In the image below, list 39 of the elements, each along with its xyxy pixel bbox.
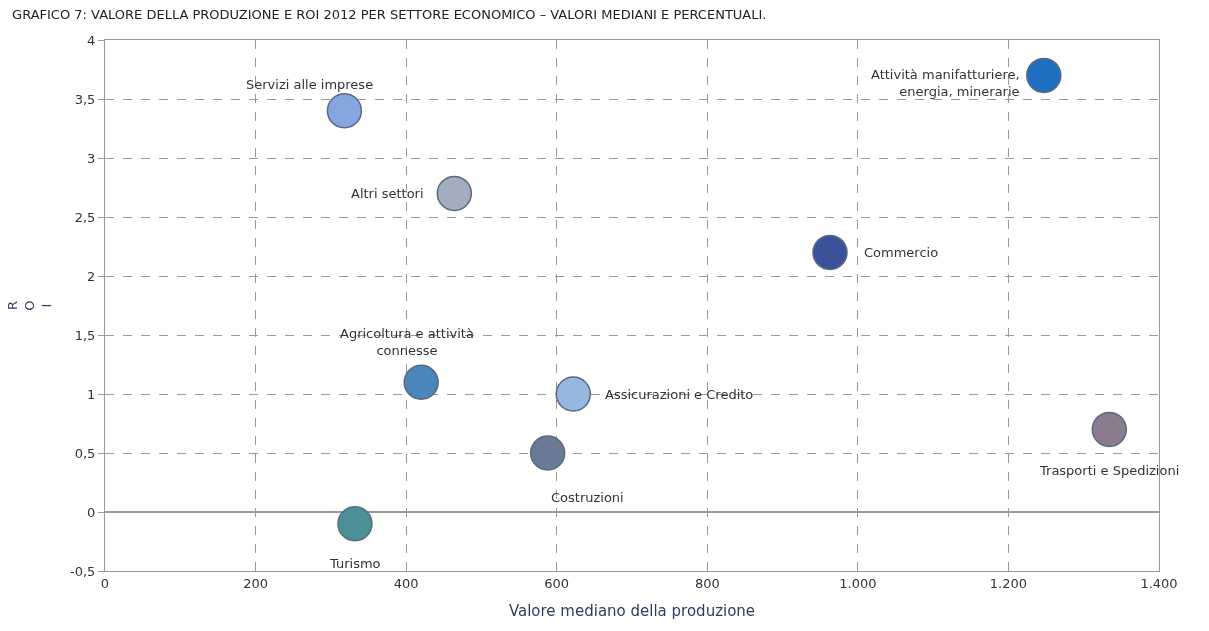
point: [403, 364, 439, 400]
point: [812, 234, 848, 271]
y-axis-title: ROI: [5, 300, 54, 311]
y-tick-label: 4: [87, 32, 96, 48]
annotation: Trasporti e Spedizioni: [1039, 463, 1180, 478]
annotation: Agricoltura e attività connesse: [340, 326, 474, 358]
x-tick-label: 200: [243, 575, 268, 591]
point: [529, 435, 566, 471]
x-tick-label: 1.200: [989, 575, 1028, 591]
y-tick-label: 3: [87, 150, 96, 166]
y-tick-label: 2,5: [74, 209, 96, 225]
x-tick-label: 800: [694, 575, 720, 591]
y-tick-label: 1,5: [74, 327, 96, 343]
annotation: Turismo: [329, 556, 381, 571]
point: [1091, 411, 1128, 448]
x-tick-label: 600: [544, 575, 570, 591]
y-tick-label: 2: [87, 268, 96, 284]
chart-title: GRAFICO 7: VALORE DELLA PRODUZIONE E ROI 2012 PER SETTORE ECONOMICO – VALORI MEDIANI E PERCENTUALI.: [12, 6, 767, 22]
point: [326, 93, 363, 129]
annotation: Assicurazioni e Credito: [605, 387, 754, 402]
point: [436, 175, 473, 212]
annotation: Altri settori: [351, 186, 424, 201]
x-tick-label: 400: [393, 575, 419, 591]
point: [337, 506, 373, 542]
y-tick-label: 1: [87, 386, 96, 402]
y-tick-label: -0,5: [70, 563, 96, 579]
y-tick-label: 0: [87, 504, 96, 520]
y-tick-label: 3,5: [74, 91, 96, 107]
x-tick-label: 0: [100, 575, 110, 591]
annotation: Commercio: [864, 245, 939, 260]
y-tick-label: 0,5: [74, 445, 96, 461]
x-axis-title: Valore mediano della produzione: [508, 601, 756, 620]
annotation: Costruzioni: [551, 490, 624, 505]
annotation: Attività manifatturiere, energia, minerarie: [871, 67, 1020, 99]
point: [555, 376, 592, 412]
x-tick-label: 1.400: [1140, 575, 1178, 591]
point: [1026, 57, 1062, 94]
annotation: Servizi alle imprese: [246, 77, 374, 92]
x-tick-label: 1.000: [839, 575, 877, 591]
